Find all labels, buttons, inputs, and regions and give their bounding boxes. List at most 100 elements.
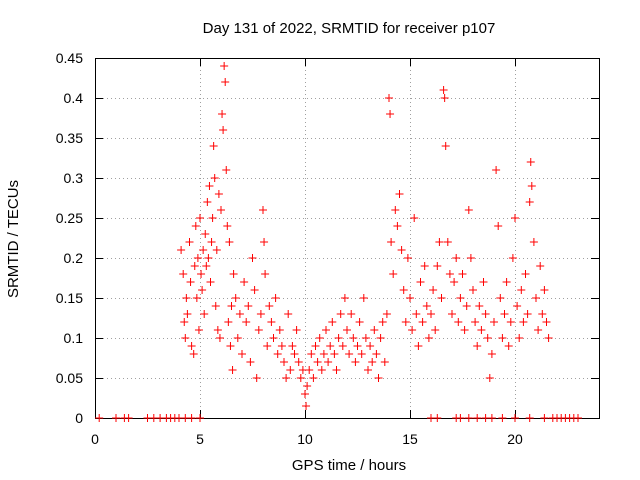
data-point — [204, 254, 213, 262]
data-point — [397, 246, 406, 254]
data-point — [181, 334, 190, 342]
data-point — [485, 374, 494, 382]
data-point — [211, 302, 220, 310]
data-point — [200, 310, 209, 318]
data-point — [511, 214, 519, 222]
plot-frame — [95, 58, 600, 419]
data-point — [473, 414, 482, 422]
x-tick-label: 20 — [507, 431, 523, 447]
data-point — [347, 310, 356, 318]
data-point — [456, 414, 465, 422]
data-point — [502, 278, 511, 286]
data-point — [303, 382, 312, 390]
x-tick-label: 15 — [402, 431, 418, 447]
data-point — [435, 238, 444, 246]
data-point — [265, 302, 274, 310]
data-point — [223, 222, 232, 230]
data-point — [433, 262, 442, 270]
data-point — [424, 334, 433, 342]
data-point — [124, 414, 133, 422]
data-point — [252, 374, 261, 382]
data-point — [496, 294, 505, 302]
data-point — [208, 214, 217, 222]
data-point — [477, 326, 486, 334]
data-point — [205, 182, 214, 190]
data-point — [487, 414, 496, 422]
data-point — [309, 374, 318, 382]
data-point — [387, 238, 396, 246]
data-point — [437, 294, 446, 302]
data-point — [271, 294, 280, 302]
data-point — [445, 270, 454, 278]
data-point — [330, 350, 339, 358]
data-point — [412, 310, 421, 318]
data-point — [416, 278, 425, 286]
data-point — [190, 262, 199, 270]
x-tick-label: 5 — [196, 431, 204, 447]
data-point — [214, 190, 223, 198]
data-point — [302, 402, 311, 410]
data-point — [201, 230, 210, 238]
data-point — [246, 358, 255, 366]
data-point — [222, 166, 231, 174]
y-tick-label: 0.2 — [64, 250, 84, 266]
data-point — [519, 318, 528, 326]
data-point — [525, 198, 534, 206]
data-point — [242, 318, 251, 326]
data-point — [183, 310, 192, 318]
data-point — [286, 366, 295, 374]
data-point — [273, 350, 282, 358]
data-point — [431, 326, 440, 334]
data-point — [403, 254, 412, 262]
data-point — [235, 310, 244, 318]
data-point — [322, 326, 330, 334]
data-point — [410, 214, 419, 222]
data-point — [186, 278, 195, 286]
data-point — [378, 318, 387, 326]
data-point — [292, 326, 301, 334]
data-point — [544, 334, 553, 342]
data-point — [210, 174, 219, 182]
data-point — [534, 326, 543, 334]
data-point — [206, 278, 215, 286]
data-point — [454, 318, 463, 326]
data-point — [219, 126, 228, 134]
y-tick-label: 0 — [75, 410, 83, 426]
data-point — [448, 310, 456, 318]
data-point — [525, 414, 534, 422]
data-point — [376, 334, 385, 342]
x-tick-label: 0 — [91, 431, 99, 447]
data-point — [277, 342, 286, 350]
data-point — [202, 262, 211, 270]
data-point — [399, 286, 408, 294]
data-point — [370, 326, 379, 334]
data-point — [229, 270, 238, 278]
data-point — [427, 310, 435, 318]
data-point — [420, 262, 429, 270]
data-point — [532, 294, 540, 302]
y-tick-label: 0.45 — [56, 50, 83, 66]
data-point — [389, 270, 398, 278]
data-point — [527, 182, 536, 190]
data-point — [473, 342, 482, 350]
data-point — [540, 286, 549, 294]
data-point — [259, 206, 267, 214]
data-point — [414, 342, 423, 350]
data-point — [452, 254, 461, 262]
data-point — [280, 358, 288, 366]
data-point — [185, 238, 194, 246]
data-point — [487, 350, 496, 358]
data-point — [372, 350, 381, 358]
data-point — [490, 318, 498, 326]
data-point — [471, 318, 480, 326]
data-point — [328, 318, 337, 326]
data-point — [187, 342, 196, 350]
data-point — [513, 302, 522, 310]
data-point — [483, 334, 492, 342]
data-point — [228, 366, 237, 374]
data-point — [290, 350, 299, 358]
y-axis-label: SRMTID / TECUs — [5, 180, 22, 298]
data-point — [179, 270, 188, 278]
data-point — [359, 294, 368, 302]
